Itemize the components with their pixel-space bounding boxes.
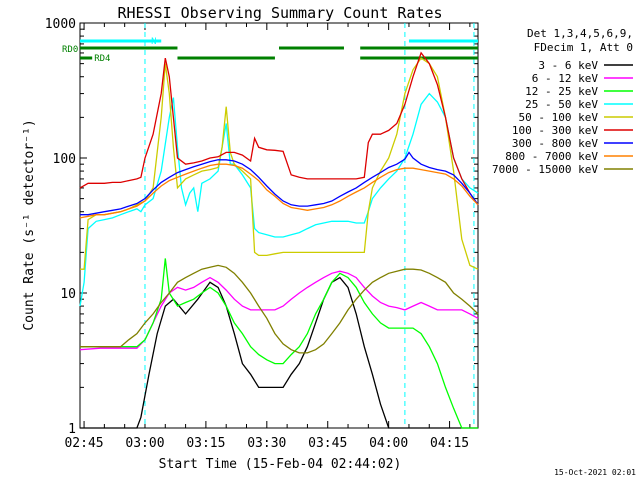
plot-border xyxy=(79,22,479,429)
y-tick-label: 100 xyxy=(53,152,76,167)
plot-frame xyxy=(79,22,479,429)
flags-layer: N RD0 RD4 xyxy=(62,23,478,428)
legend-label: 300 - 800 keV xyxy=(512,137,598,150)
chart-title: RHESSI Observing Summary Count Rates xyxy=(117,4,442,22)
rd0-flag-label: RD0 xyxy=(62,45,78,55)
x-tick-label: 03:30 xyxy=(247,436,286,451)
series-line-1 xyxy=(79,270,479,351)
legend-label: 3 - 6 keV xyxy=(538,59,598,72)
series-line-2 xyxy=(80,258,478,429)
y-tick-label: 1 xyxy=(68,422,76,437)
legend-label: 6 - 12 keV xyxy=(532,72,599,85)
legend-label: 100 - 300 keV xyxy=(512,124,598,137)
x-tick-label: 04:00 xyxy=(369,436,408,451)
info-line-decimation: FDecim 1, Att 0 xyxy=(534,41,633,54)
y-tick-label: 1000 xyxy=(45,17,76,32)
y-tick-label: 10 xyxy=(60,287,76,302)
info-line-detectors: Det 1,3,4,5,6,9, xyxy=(527,27,633,40)
x-tick-label: 02:45 xyxy=(64,436,103,451)
x-tick-label: 03:15 xyxy=(186,436,225,451)
series-line-6 xyxy=(80,151,479,216)
y-axis-label: Count Rate (s⁻¹ detector⁻¹) xyxy=(22,119,37,330)
y-axis: 1 10 100 1000 xyxy=(45,17,478,437)
legend-label: 800 - 7000 keV xyxy=(505,150,598,163)
legend-label: 12 - 25 keV xyxy=(525,85,598,98)
x-axis: 02:45 03:00 03:15 03:30 03:45 04:00 04:15 xyxy=(64,23,471,451)
series-layer xyxy=(79,51,479,429)
legend-label: 7000 - 15000 keV xyxy=(492,163,598,176)
x-tick-label: 03:00 xyxy=(125,436,164,451)
n-flag-label: N xyxy=(151,37,156,47)
legend-label: 25 - 50 keV xyxy=(525,98,598,111)
series-line-7 xyxy=(79,163,479,219)
legend: Det 1,3,4,5,6,9, FDecim 1, Att 0 3 - 6 k… xyxy=(492,27,633,176)
footer-date: 15-Oct-2021 02:01 xyxy=(554,468,636,477)
series-line-5 xyxy=(79,51,479,206)
series-line-0 xyxy=(80,276,478,429)
x-axis-label: Start Time (15-Feb-04 02:44:02) xyxy=(159,457,402,472)
legend-label: 50 - 100 keV xyxy=(519,111,599,124)
x-tick-label: 03:45 xyxy=(308,436,347,451)
x-tick-label: 04:15 xyxy=(430,436,469,451)
rd4-flag-label: RD4 xyxy=(94,54,110,64)
series-line-8 xyxy=(80,264,479,354)
